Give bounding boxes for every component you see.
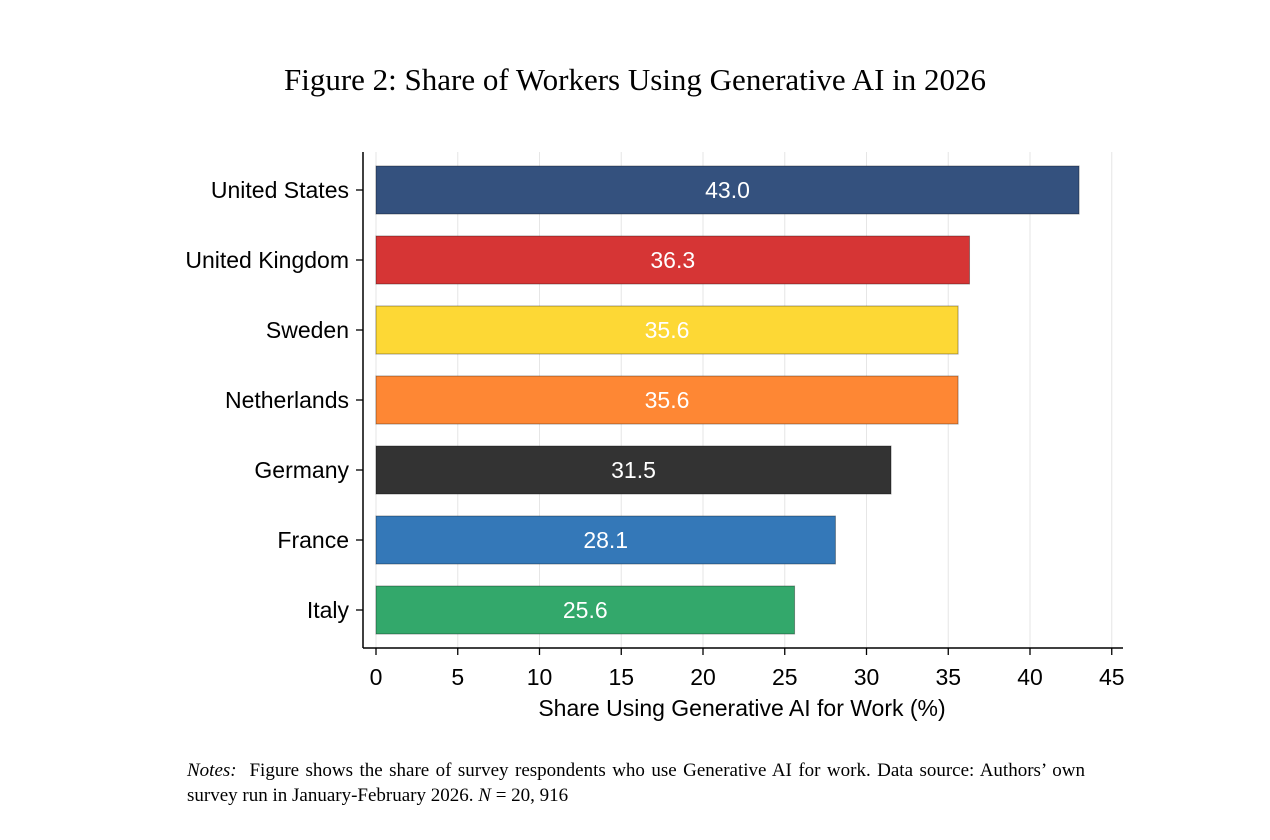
x-tick-label: 5	[451, 664, 464, 690]
bar	[375, 235, 971, 285]
bar-value-label: 31.5	[611, 457, 656, 483]
category-label: France	[277, 527, 349, 553]
category-label: United States	[211, 177, 349, 203]
bar	[375, 165, 1080, 215]
category-label: Netherlands	[225, 387, 349, 413]
x-tick-label: 25	[772, 664, 798, 690]
bar-value-label: 28.1	[583, 527, 628, 553]
x-tick-label: 15	[608, 664, 634, 690]
bar-value-label: 25.6	[563, 597, 608, 623]
x-tick-label: 35	[935, 664, 961, 690]
x-tick-label: 10	[527, 664, 553, 690]
notes-n-variable: N	[478, 785, 491, 806]
notes-text: Figure shows the share of survey respond…	[187, 760, 1085, 806]
x-tick-label: 30	[854, 664, 880, 690]
category-label: United Kingdom	[185, 247, 349, 273]
x-axis-title: Share Using Generative AI for Work (%)	[538, 695, 945, 721]
category-label: Germany	[254, 457, 349, 483]
bar	[375, 305, 959, 355]
x-tick-label: 40	[1017, 664, 1043, 690]
figure-title: Figure 2: Share of Workers Using Generat…	[283, 62, 987, 97]
bar	[375, 445, 892, 495]
figure-notes: Notes: Figure shows the share of survey …	[187, 758, 1085, 808]
notes-label: Notes:	[187, 760, 237, 781]
bar	[375, 585, 796, 635]
bar-chart: 43.0 United States 36.3 United Kingdom 35.6 S…	[185, 152, 1125, 721]
bar	[375, 515, 836, 565]
notes-n-value: = 20, 916	[490, 785, 569, 806]
bar-value-label: 43.0	[705, 177, 750, 203]
bar-value-label: 35.6	[645, 317, 690, 343]
bar-value-label: 35.6	[645, 387, 690, 413]
bar-value-label: 36.3	[650, 247, 695, 273]
x-tick-label: 45	[1099, 664, 1125, 690]
x-tick-label: 20	[690, 664, 716, 690]
category-label: Italy	[307, 597, 350, 623]
x-tick-label: 0	[370, 664, 383, 690]
bar	[375, 375, 959, 425]
category-label: Sweden	[266, 317, 349, 343]
